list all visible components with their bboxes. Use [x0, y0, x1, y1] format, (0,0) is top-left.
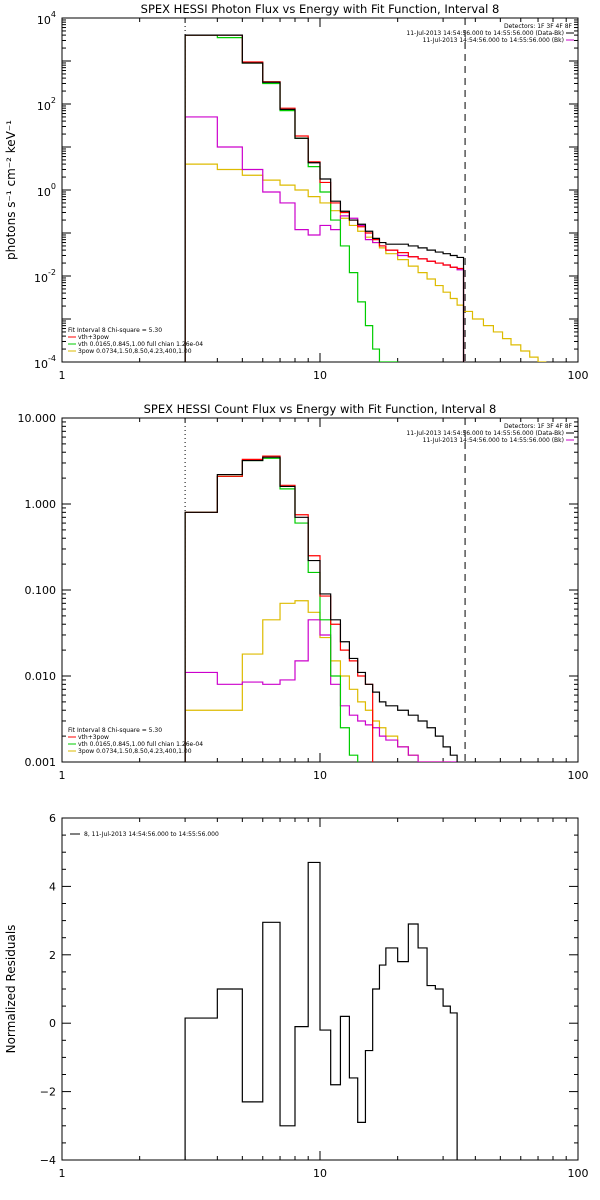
photon-x-tick-label: 100 [568, 369, 589, 382]
count-y-tick-label: 1.000 [25, 498, 57, 511]
count-y-tick-label: 0.010 [25, 670, 57, 683]
residuals-chart: Normalized Residuals 1 10 100 −4 −2 0 2 4 6 8, 11-… [4, 812, 589, 1180]
count-y-tick-label: 0.100 [25, 584, 57, 597]
count-y-tick-label: 0.001 [25, 756, 57, 769]
residuals-y-axis-label: Normalized Residuals [4, 925, 18, 1054]
count-legend-interval: 11-Jul-2013 14:54:56.000 to 14:55:56.000… [406, 430, 564, 437]
photon-legend-interval: 11-Jul-2013 14:54:56.000 to 14:55:56.000… [406, 30, 564, 37]
count-series-thermal-component [184, 457, 359, 762]
count-fit-legend-item: vth 0.0165,0.845,1.00 full chian 1.26e-0… [78, 741, 203, 748]
residuals-y-tick-label: 6 [49, 812, 56, 825]
photon-fit-legend-item: 3pow 0.0734,1.50,8.50,4.23,400,1.00 [78, 348, 192, 355]
count-chart: SPEX HESSI Count Flux vs Energy with Fit… [18, 402, 589, 782]
photon-y-tick-label: 10-2 [34, 268, 56, 285]
photon-chart: SPEX HESSI Photon Flux vs Energy with Fi… [4, 2, 589, 382]
count-x-tick-label: 1 [59, 769, 66, 782]
count-x-tick-label: 100 [568, 769, 589, 782]
photon-x-tick-label: 10 [313, 369, 327, 382]
residuals-x-tick-label: 1 [59, 1167, 66, 1180]
photon-fit-legend-header: Fit Interval 8 Chi-square = 5.30 [68, 327, 162, 334]
residuals-series-data-minus-bk [184, 861, 458, 1160]
count-fit-legend-item: vth+3pow [78, 734, 109, 741]
residuals-legend-text: 8, 11-Jul-2013 14:54:56.000 to 14:55:56.… [84, 831, 219, 838]
photon-legend-interval: 11-Jul-2013 14:54:56.000 to 14:55:56.000… [423, 37, 564, 44]
photon-chart-title: SPEX HESSI Photon Flux vs Energy with Fi… [141, 2, 500, 16]
count-fit-legend-item: 3pow 0.0734,1.50,8.50,4.23,400,1.00 [78, 748, 192, 755]
photon-y-tick-label: 100 [37, 182, 56, 199]
residuals-y-tick-label: 4 [49, 880, 56, 893]
count-series-background [184, 619, 458, 762]
count-chart-title: SPEX HESSI Count Flux vs Energy with Fit… [144, 402, 497, 416]
photon-fit-legend-item: vth+3pow [78, 334, 109, 341]
photon-series-nonthermal-component [184, 163, 547, 362]
photon-legend-detectors: Detectors: 1F 3F 4F 8F [504, 23, 573, 30]
photon-series-total-fit [184, 34, 465, 362]
count-y-tick-label: 10.000 [18, 412, 57, 425]
residuals-y-tick-label: −4 [40, 1154, 56, 1167]
count-legend-detectors: Detectors: 1F 3F 4F 8F [504, 423, 573, 430]
residuals-x-tick-label: 100 [568, 1167, 589, 1180]
count-x-tick-label: 10 [313, 769, 327, 782]
residuals-y-tick-label: −2 [40, 1086, 56, 1099]
photon-y-axis-label: photons s⁻¹ cm⁻² keV⁻¹ [4, 120, 18, 260]
residuals-y-tick-label: 2 [49, 949, 56, 962]
count-legend-interval: 11-Jul-2013 14:54:56.000 to 14:55:56.000… [423, 437, 564, 444]
count-fit-legend-header: Fit Interval 8 Chi-square = 5.30 [68, 727, 162, 734]
photon-x-tick-label: 1 [59, 369, 66, 382]
count-series-nonthermal-component [184, 600, 451, 762]
photon-y-tick-label: 102 [37, 96, 56, 113]
residuals-y-tick-label: 0 [49, 1017, 56, 1030]
residuals-x-tick-label: 10 [313, 1167, 327, 1180]
photon-series-thermal-component [184, 34, 399, 362]
count-series-data-minus-bk [184, 456, 458, 762]
photon-y-tick-label: 10-4 [34, 354, 56, 371]
photon-y-tick-label: 104 [37, 10, 56, 27]
photon-fit-legend-item: vth 0.0165,0.845,1.00 full chian 1.26e-0… [78, 341, 203, 348]
photon-series-data-minus-bk [184, 34, 465, 362]
count-series-total-fit [184, 455, 374, 762]
photon-series-background [184, 116, 465, 362]
